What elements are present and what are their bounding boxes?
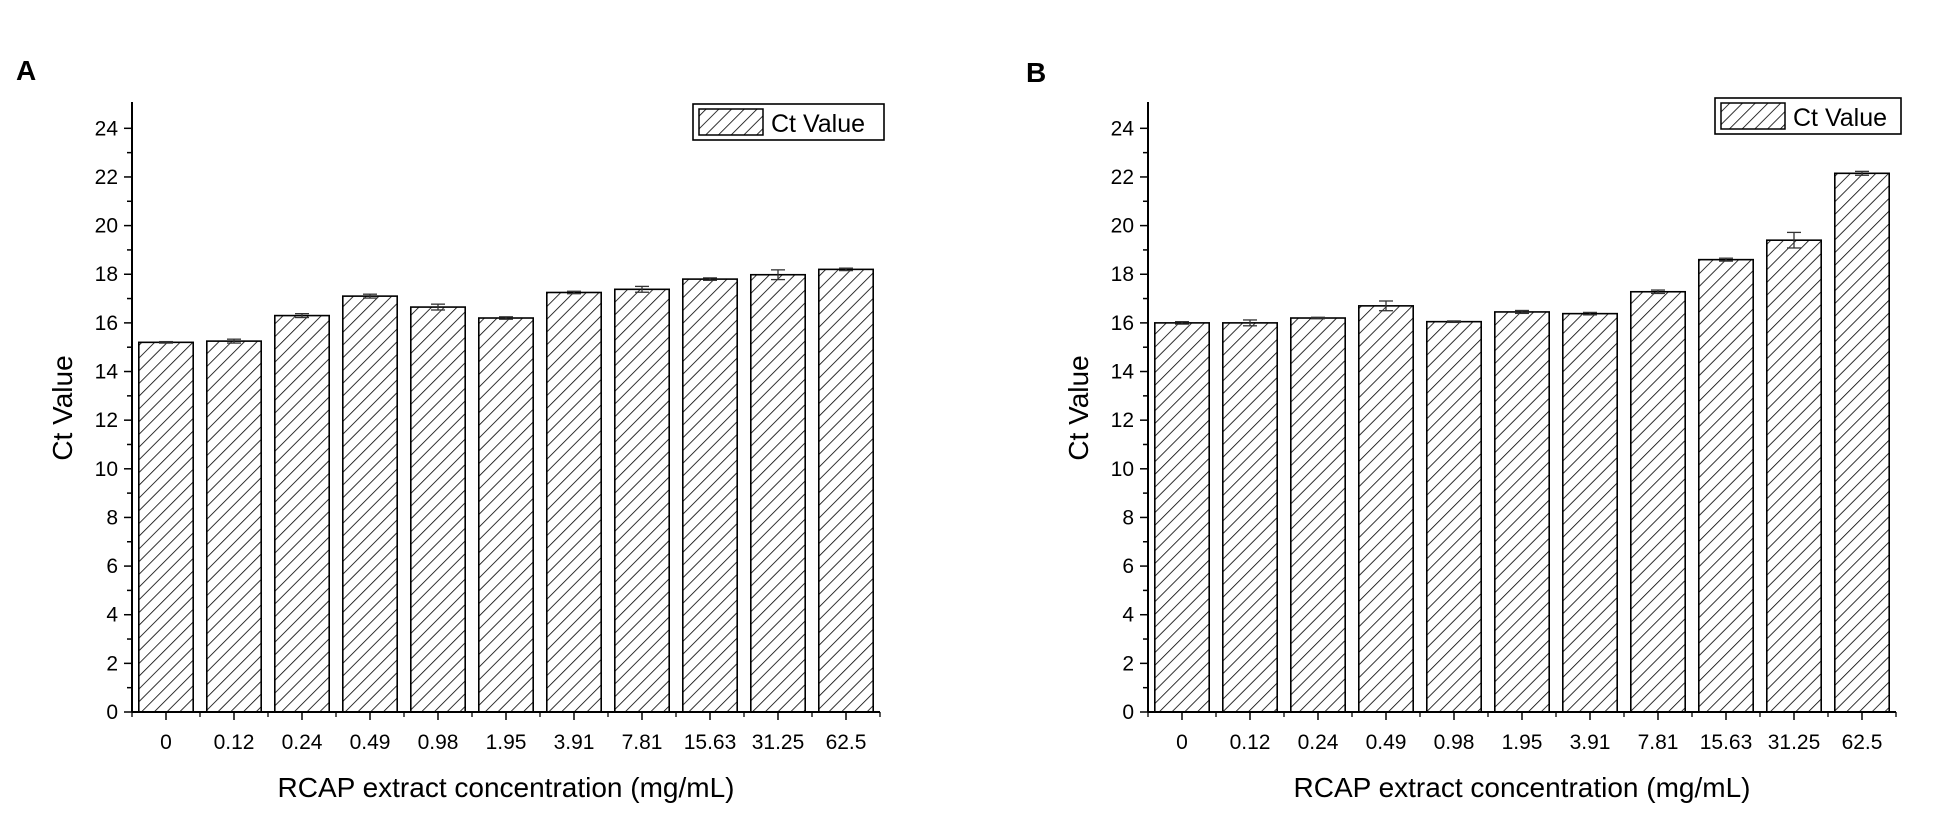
y-tick-label: 2 (1122, 652, 1134, 675)
x-tick-label: 0.98 (418, 731, 459, 754)
y-tick-label: 10 (1111, 458, 1134, 481)
x-tick-label: 7.81 (622, 731, 663, 754)
x-axis-title: RCAP extract concentration (mg/mL) (1294, 772, 1751, 803)
x-tick-label: 0 (1176, 731, 1188, 754)
y-tick-label: 6 (1122, 555, 1134, 578)
x-tick-label: 15.63 (1700, 731, 1753, 754)
bar (1629, 290, 1686, 713)
bar (545, 291, 602, 713)
chart-panel-a: A 0 2 4 6 8 10 12 14 16 18 20 22 24 0 0.12 0.24 0.49 0.98 1… (16, 55, 885, 803)
y-tick-label: 2 (106, 652, 118, 675)
y-tick-label: 8 (1122, 506, 1134, 529)
bar (613, 288, 670, 713)
x-tick-label: 0.24 (1298, 731, 1339, 754)
bar (477, 317, 534, 713)
x-tick-label: 0.24 (282, 731, 323, 754)
y-axis-title: Ct Value (47, 355, 78, 460)
y-tick-label: 0 (1122, 701, 1134, 724)
y-tick-label: 14 (1111, 361, 1135, 384)
y-tick-label: 18 (1111, 263, 1134, 286)
bar (341, 295, 398, 713)
x-tick-label: 3.91 (1570, 731, 1611, 754)
bar (1289, 317, 1346, 713)
y-tick-label: 14 (95, 361, 119, 384)
y-tick-label: 0 (106, 701, 118, 724)
legend-label: Ct Value (1793, 104, 1887, 132)
y-tick-label: 16 (1111, 312, 1134, 335)
bar (273, 314, 330, 713)
bar (1833, 172, 1890, 713)
legend-label: Ct Value (771, 110, 865, 138)
y-tick-label: 24 (95, 117, 119, 140)
y-tick-label: 20 (1111, 215, 1134, 238)
y-tick-label: 8 (106, 506, 118, 529)
x-tick-label: 1.95 (486, 731, 527, 754)
y-tick-label: 20 (95, 215, 118, 238)
bar (1697, 258, 1754, 713)
x-tick-label: 0.49 (350, 731, 391, 754)
bar (1154, 322, 1211, 713)
bar (409, 306, 466, 713)
legend-swatch (698, 108, 764, 136)
x-tick-label: 3.91 (554, 731, 595, 754)
panel-label: B (1026, 57, 1046, 88)
legend-swatch (1720, 102, 1786, 130)
x-tick-label: 0.98 (1434, 731, 1475, 754)
y-tick-label: 6 (106, 555, 118, 578)
bar (817, 268, 874, 713)
x-tick-label: 0.12 (1230, 731, 1271, 754)
x-tick-label: 62.5 (826, 731, 867, 754)
y-tick-label: 12 (95, 409, 118, 432)
y-tick-label: 16 (95, 312, 118, 335)
bar (1765, 239, 1822, 713)
bar (1222, 322, 1279, 713)
y-tick-label: 4 (1122, 604, 1134, 627)
y-tick-label: 24 (1111, 117, 1135, 140)
y-tick-label: 18 (95, 263, 118, 286)
y-tick-label: 10 (95, 458, 118, 481)
x-tick-label: 0.49 (1366, 731, 1407, 754)
bar (1493, 311, 1550, 713)
x-tick-label: 0 (160, 731, 172, 754)
panel-label: A (16, 55, 36, 86)
bar (1357, 305, 1414, 713)
bar (681, 278, 738, 713)
x-tick-label: 31.25 (1768, 731, 1821, 754)
x-tick-label: 15.63 (684, 731, 737, 754)
x-tick-label: 31.25 (752, 731, 805, 754)
bar (1561, 312, 1618, 713)
x-tick-label: 62.5 (1842, 731, 1883, 754)
y-tick-label: 4 (106, 604, 118, 627)
bar (138, 341, 195, 713)
y-tick-label: 22 (95, 166, 118, 189)
x-tick-label: 1.95 (1502, 731, 1543, 754)
y-axis-title: Ct Value (1063, 355, 1094, 460)
bar (749, 273, 806, 713)
bar (1425, 320, 1482, 713)
bar (206, 340, 263, 713)
chart-panel-b: B 0 2 4 6 8 10 12 14 16 18 20 22 24 0 0.12 0.24 0.49 0.98 1… (1005, 0, 1950, 826)
x-tick-label: 7.81 (1638, 731, 1679, 754)
y-tick-label: 22 (1111, 166, 1134, 189)
y-tick-label: 12 (1111, 409, 1134, 432)
x-tick-label: 0.12 (214, 731, 255, 754)
x-axis-title: RCAP extract concentration (mg/mL) (278, 772, 735, 803)
